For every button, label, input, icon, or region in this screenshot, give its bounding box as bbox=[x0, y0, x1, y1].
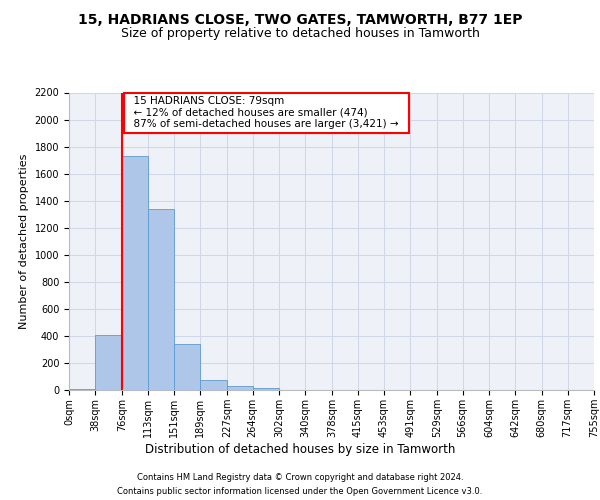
Bar bbox=[200, 380, 227, 390]
Text: 15, HADRIANS CLOSE, TWO GATES, TAMWORTH, B77 1EP: 15, HADRIANS CLOSE, TWO GATES, TAMWORTH,… bbox=[78, 12, 522, 26]
Bar bbox=[122, 156, 148, 390]
Bar bbox=[69, 388, 95, 390]
Bar bbox=[253, 388, 279, 390]
Bar bbox=[174, 344, 200, 390]
Bar bbox=[148, 209, 174, 390]
Text: Contains HM Land Registry data © Crown copyright and database right 2024.: Contains HM Land Registry data © Crown c… bbox=[137, 472, 463, 482]
Text: Size of property relative to detached houses in Tamworth: Size of property relative to detached ho… bbox=[121, 28, 479, 40]
Y-axis label: Number of detached properties: Number of detached properties bbox=[19, 154, 29, 329]
Bar bbox=[227, 386, 253, 390]
Bar bbox=[95, 334, 122, 390]
Text: Distribution of detached houses by size in Tamworth: Distribution of detached houses by size … bbox=[145, 442, 455, 456]
Text: 15 HADRIANS CLOSE: 79sqm  
  ← 12% of detached houses are smaller (474)  
  87% : 15 HADRIANS CLOSE: 79sqm ← 12% of detach… bbox=[127, 96, 406, 130]
Text: Contains public sector information licensed under the Open Government Licence v3: Contains public sector information licen… bbox=[118, 488, 482, 496]
